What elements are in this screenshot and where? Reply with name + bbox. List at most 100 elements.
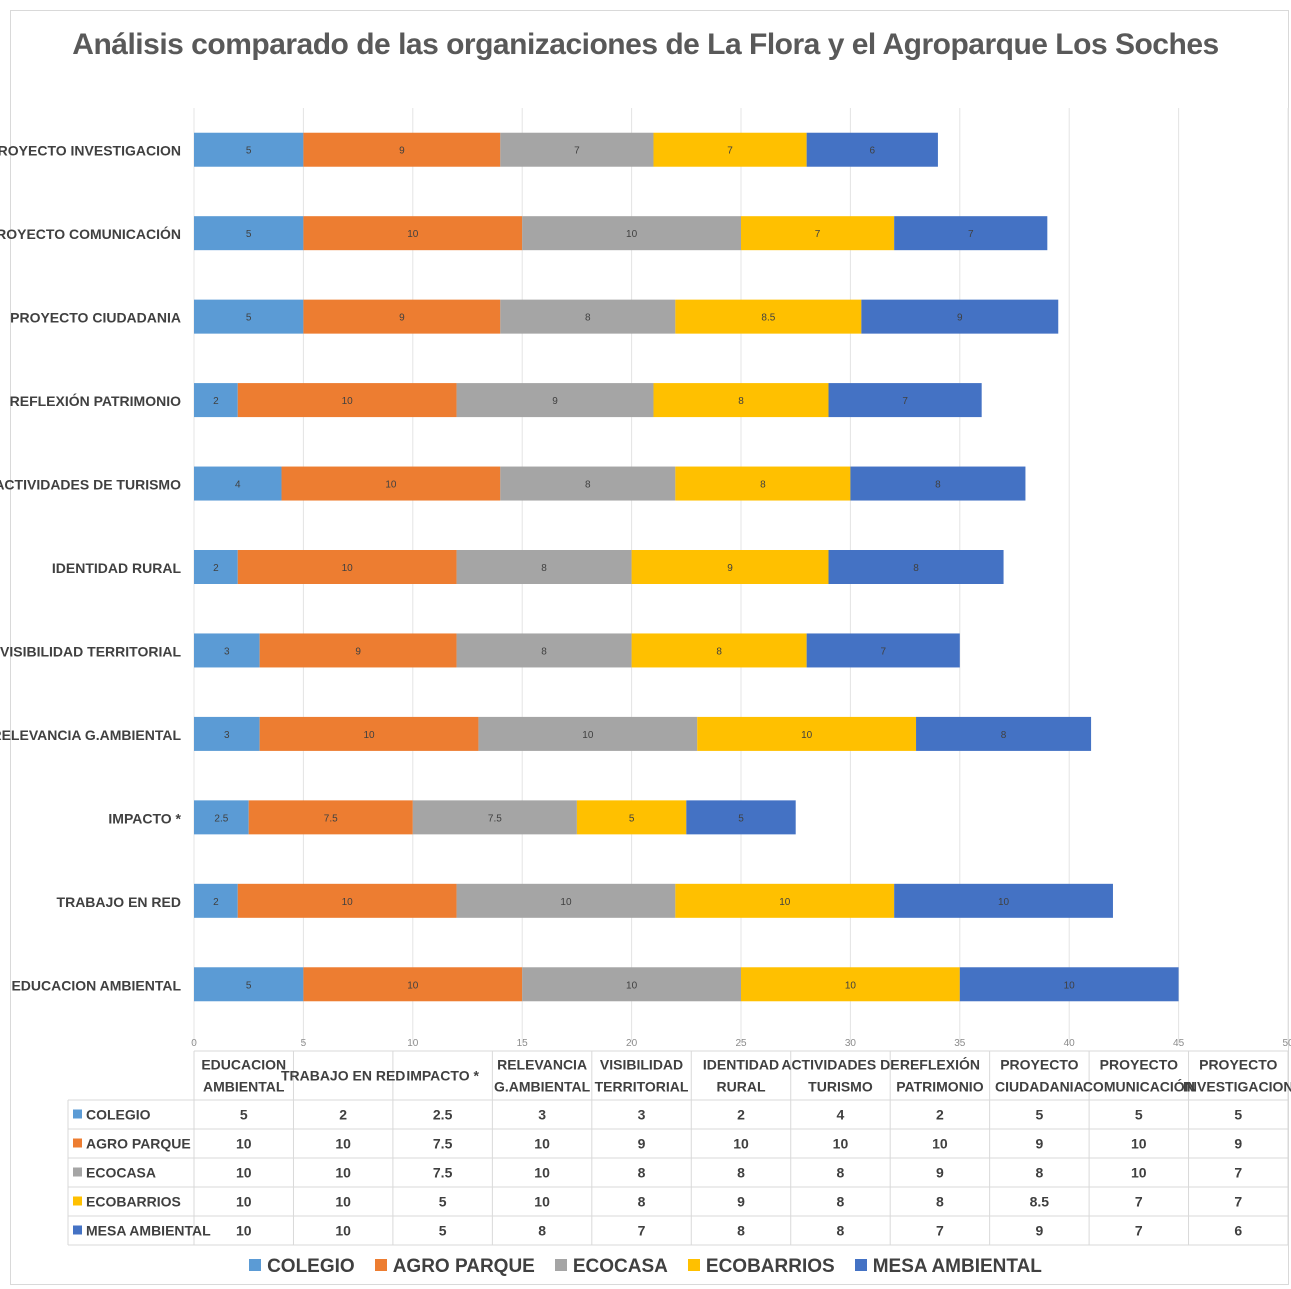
data-label: 8	[738, 396, 744, 407]
x-tick-label: 45	[1173, 1038, 1185, 1049]
bar-segment	[194, 550, 238, 584]
legend-item: AGRO PARQUE	[374, 1256, 535, 1278]
table-cell: 10	[236, 1194, 252, 1210]
table-cell: 10	[1131, 1136, 1147, 1152]
x-tick-label: 40	[1064, 1038, 1076, 1049]
data-label: 7	[727, 146, 733, 157]
legend-label: ECOBARRIOS	[705, 1256, 835, 1277]
table-cell: 8	[936, 1194, 944, 1210]
data-label: 7	[574, 146, 580, 157]
table-cell: 8.5	[1030, 1194, 1050, 1210]
legend-item: COLEGIO	[249, 1256, 355, 1278]
data-label: 10	[385, 480, 397, 491]
data-label: 2.5	[214, 813, 228, 824]
table-cell: 8	[538, 1223, 546, 1239]
bar-segment	[478, 716, 698, 751]
table-cell: 10	[534, 1165, 550, 1181]
table-cell: 2	[737, 1107, 745, 1123]
table-cell: 8	[837, 1194, 845, 1210]
table-cell: 5	[1035, 1107, 1043, 1123]
table-header: TERRITORIAL	[595, 1079, 689, 1095]
bar-segment	[631, 633, 807, 668]
data-label: 7.5	[488, 813, 502, 824]
data-label: 10	[342, 396, 354, 407]
data-label: 5	[629, 813, 635, 824]
legend-label: AGRO PARQUE	[392, 1256, 535, 1277]
bar-segment	[861, 299, 1059, 334]
table-legend-key	[73, 1196, 82, 1206]
table-cell: 9	[1035, 1136, 1043, 1152]
bar-segment	[500, 299, 676, 334]
table-cell: 3	[638, 1107, 646, 1123]
data-label: 2	[213, 897, 219, 908]
x-tick-label: 30	[845, 1038, 857, 1049]
table-cell: 10	[733, 1136, 749, 1152]
category-label: IMPACTO *	[108, 810, 181, 826]
table-cell: 2	[339, 1107, 347, 1123]
table-cell: 9	[1035, 1223, 1043, 1239]
data-label: 8	[760, 480, 766, 491]
table-cell: 10	[1131, 1165, 1147, 1181]
data-label: 10	[626, 229, 638, 240]
data-label: 7.5	[324, 813, 338, 824]
bar-segment	[194, 883, 238, 918]
bar-segment	[806, 633, 960, 668]
table-cell: 7.5	[433, 1165, 453, 1181]
bar-segment	[303, 967, 523, 1002]
table-cell: 3	[538, 1107, 546, 1123]
table-cell: 8	[837, 1165, 845, 1181]
data-label: 5	[246, 146, 252, 157]
bar-segment	[456, 883, 676, 918]
table-cell: 7	[638, 1223, 646, 1239]
legend-label: COLEGIO	[267, 1256, 355, 1277]
table-header: PROYECTO	[1000, 1057, 1078, 1073]
chart-title: Análisis comparado de las organizaciones…	[72, 28, 1219, 61]
table-legend-key	[73, 1109, 82, 1119]
table-cell: 4	[837, 1107, 845, 1123]
legend-swatch	[687, 1259, 700, 1271]
bar-segment	[697, 716, 917, 751]
bar-segment	[194, 633, 260, 668]
data-label: 3	[224, 730, 230, 741]
data-label: 7	[880, 646, 886, 657]
data-label: 10	[407, 980, 419, 991]
legend-swatch	[554, 1259, 567, 1271]
bar-segment	[500, 466, 676, 501]
table-cell: 7	[1135, 1223, 1143, 1239]
bar-segment	[675, 466, 851, 501]
table-header: TRABAJO EN RED	[281, 1068, 405, 1084]
bar-segment	[456, 383, 654, 418]
table-cell: 10	[833, 1136, 849, 1152]
table-header: IMPACTO *	[406, 1068, 479, 1084]
table-cell: 10	[335, 1194, 351, 1210]
data-label: 4	[235, 480, 241, 491]
table-series-name: ECOCASA	[86, 1165, 156, 1181]
bar-segment	[959, 967, 1179, 1002]
table-header: INVESTIGACION	[1183, 1079, 1291, 1095]
data-label: 7	[968, 229, 974, 240]
data-label: 8	[935, 480, 941, 491]
table-header: REFLEXIÓN	[900, 1056, 980, 1073]
category-label: PROYECTO INVESTIGACION	[0, 143, 181, 159]
table-series-name: MESA AMBIENTAL	[86, 1223, 211, 1239]
table-cell: 10	[236, 1136, 252, 1152]
table-cell: 8	[638, 1165, 646, 1181]
data-label: 8	[913, 563, 919, 574]
data-label: 10	[998, 897, 1010, 908]
table-header: PATRIMONIO	[896, 1079, 983, 1095]
category-label: IDENTIDAD RURAL	[52, 560, 182, 576]
data-label: 8.5	[761, 313, 775, 324]
bar-segment	[576, 800, 687, 835]
category-label: RELEVANCIA G.AMBIENTAL	[0, 727, 181, 743]
category-label: REFLEXIÓN PATRIMONIO	[10, 392, 181, 409]
data-label: 9	[399, 146, 405, 157]
legend-item: MESA AMBIENTAL	[854, 1256, 1042, 1278]
data-label: 10	[342, 563, 354, 574]
table-header: G.AMBIENTAL	[494, 1079, 591, 1095]
table-cell: 5	[1234, 1107, 1242, 1123]
table-cell: 10	[236, 1223, 252, 1239]
data-label: 3	[224, 646, 230, 657]
bar-segment	[456, 633, 632, 668]
data-label: 10	[845, 980, 857, 991]
table-cell: 2.5	[433, 1107, 453, 1123]
